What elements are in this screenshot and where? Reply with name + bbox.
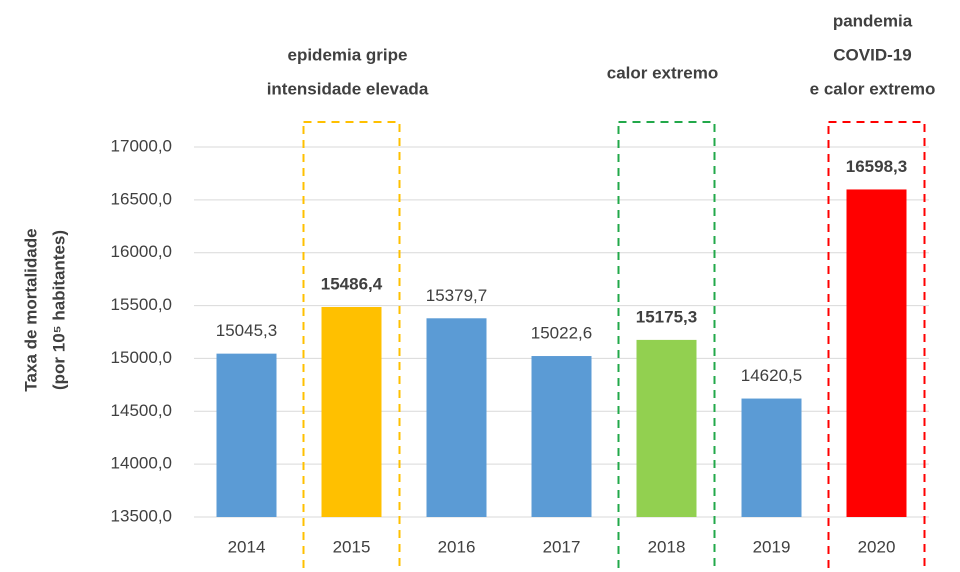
- bar: [636, 339, 697, 517]
- value-label: 15045,3: [216, 321, 277, 340]
- x-tick-label: 2016: [438, 537, 476, 556]
- highlight-box: [617, 121, 716, 572]
- y-tick-label: 17000,0: [111, 136, 172, 155]
- value-label: 15379,7: [426, 286, 487, 305]
- y-tick-label: 13500,0: [111, 506, 172, 525]
- value-label: 15175,3: [636, 307, 697, 326]
- bar: [846, 189, 907, 517]
- bar: [531, 356, 592, 517]
- x-tick-label: 2014: [228, 537, 266, 556]
- x-tick-label: 2015: [333, 537, 371, 556]
- value-label: 15486,4: [321, 274, 383, 293]
- x-tick-label: 2019: [753, 537, 791, 556]
- annotation: epidemia gripe: [288, 45, 408, 64]
- annotation: e calor extremo: [810, 79, 936, 98]
- y-axis-label: (por 10⁵ habitantes): [49, 230, 68, 390]
- value-label: 15022,6: [531, 324, 592, 343]
- y-tick-label: 14000,0: [111, 454, 172, 473]
- y-tick-label: 15500,0: [111, 295, 172, 314]
- x-tick-label: 2020: [858, 537, 896, 556]
- annotation: COVID-19: [833, 45, 911, 64]
- y-tick-label: 16500,0: [111, 189, 172, 208]
- bar: [741, 398, 802, 517]
- y-axis-label: Taxa de mortalidade: [21, 228, 40, 391]
- bar: [216, 353, 277, 517]
- annotation: calor extremo: [607, 63, 719, 82]
- bar: [426, 318, 487, 517]
- annotation: pandemia: [833, 11, 913, 30]
- x-tick-label: 2017: [543, 537, 581, 556]
- x-tick-label: 2018: [648, 537, 686, 556]
- highlight-box: [302, 121, 401, 572]
- value-label: 14620,5: [741, 366, 802, 385]
- y-tick-label: 14500,0: [111, 401, 172, 420]
- highlight-box: [827, 121, 926, 572]
- value-label: 16598,3: [846, 157, 907, 176]
- bar: [321, 307, 382, 517]
- y-tick-label: 16000,0: [111, 242, 172, 261]
- y-tick-label: 15000,0: [111, 348, 172, 367]
- annotation: intensidade elevada: [267, 79, 429, 98]
